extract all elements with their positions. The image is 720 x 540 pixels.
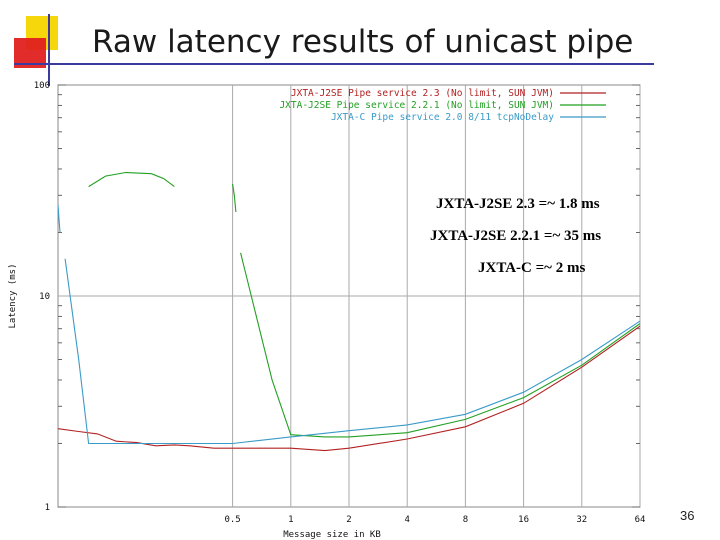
x-tick-label: 16: [518, 515, 529, 525]
series-line-3: [64, 258, 641, 445]
annotation-2: JXTA-J2SE 2.2.1 =~ 35 ms: [430, 228, 601, 244]
x-tick-label: 64: [635, 515, 646, 525]
y-tick-label: 100: [34, 81, 50, 91]
y-tick-label: 10: [39, 292, 50, 302]
slide-title: Raw latency results of unicast pipe: [92, 24, 634, 60]
x-tick-label: 32: [576, 515, 587, 525]
x-tick-label: 4: [404, 515, 409, 525]
legend-label-1: JXTA-J2SE Pipe service 2.3 (No limit, SU…: [291, 88, 554, 99]
series-line-2: [88, 171, 175, 188]
annotation-3: JXTA-C =~ 2 ms: [478, 260, 585, 276]
annotation-1: JXTA-J2SE 2.3 =~ 1.8 ms: [436, 196, 600, 212]
x-tick-label: 2: [346, 515, 351, 525]
page-number: 36: [680, 508, 695, 523]
series-line-2: [240, 252, 641, 438]
series-line-2: [232, 183, 237, 213]
x-tick-label: 8: [463, 515, 468, 525]
decor-vertical-line: [48, 14, 50, 86]
y-tick-label: 1: [45, 503, 50, 513]
legend-label-2: JXTA-J2SE Pipe service 2.2.1 (No limit, …: [279, 100, 554, 111]
decor-horizontal-line: [14, 63, 654, 65]
x-axis-label: Message size in KB: [283, 530, 381, 540]
y-axis-label: Latency (ms): [8, 263, 18, 328]
series-line-3: [57, 204, 61, 233]
legend-label-3: JXTA-C Pipe service 2.0 8/11 tcpNoDelay: [331, 112, 554, 123]
latency-chart: 100 10 1 0.5 1 2 4 8 16 32 64 Message size in KB Lat…: [8, 81, 646, 540]
x-tick-label: 1: [288, 515, 293, 525]
x-tick-label: 0.5: [224, 515, 240, 525]
series-line-1: [57, 325, 641, 452]
